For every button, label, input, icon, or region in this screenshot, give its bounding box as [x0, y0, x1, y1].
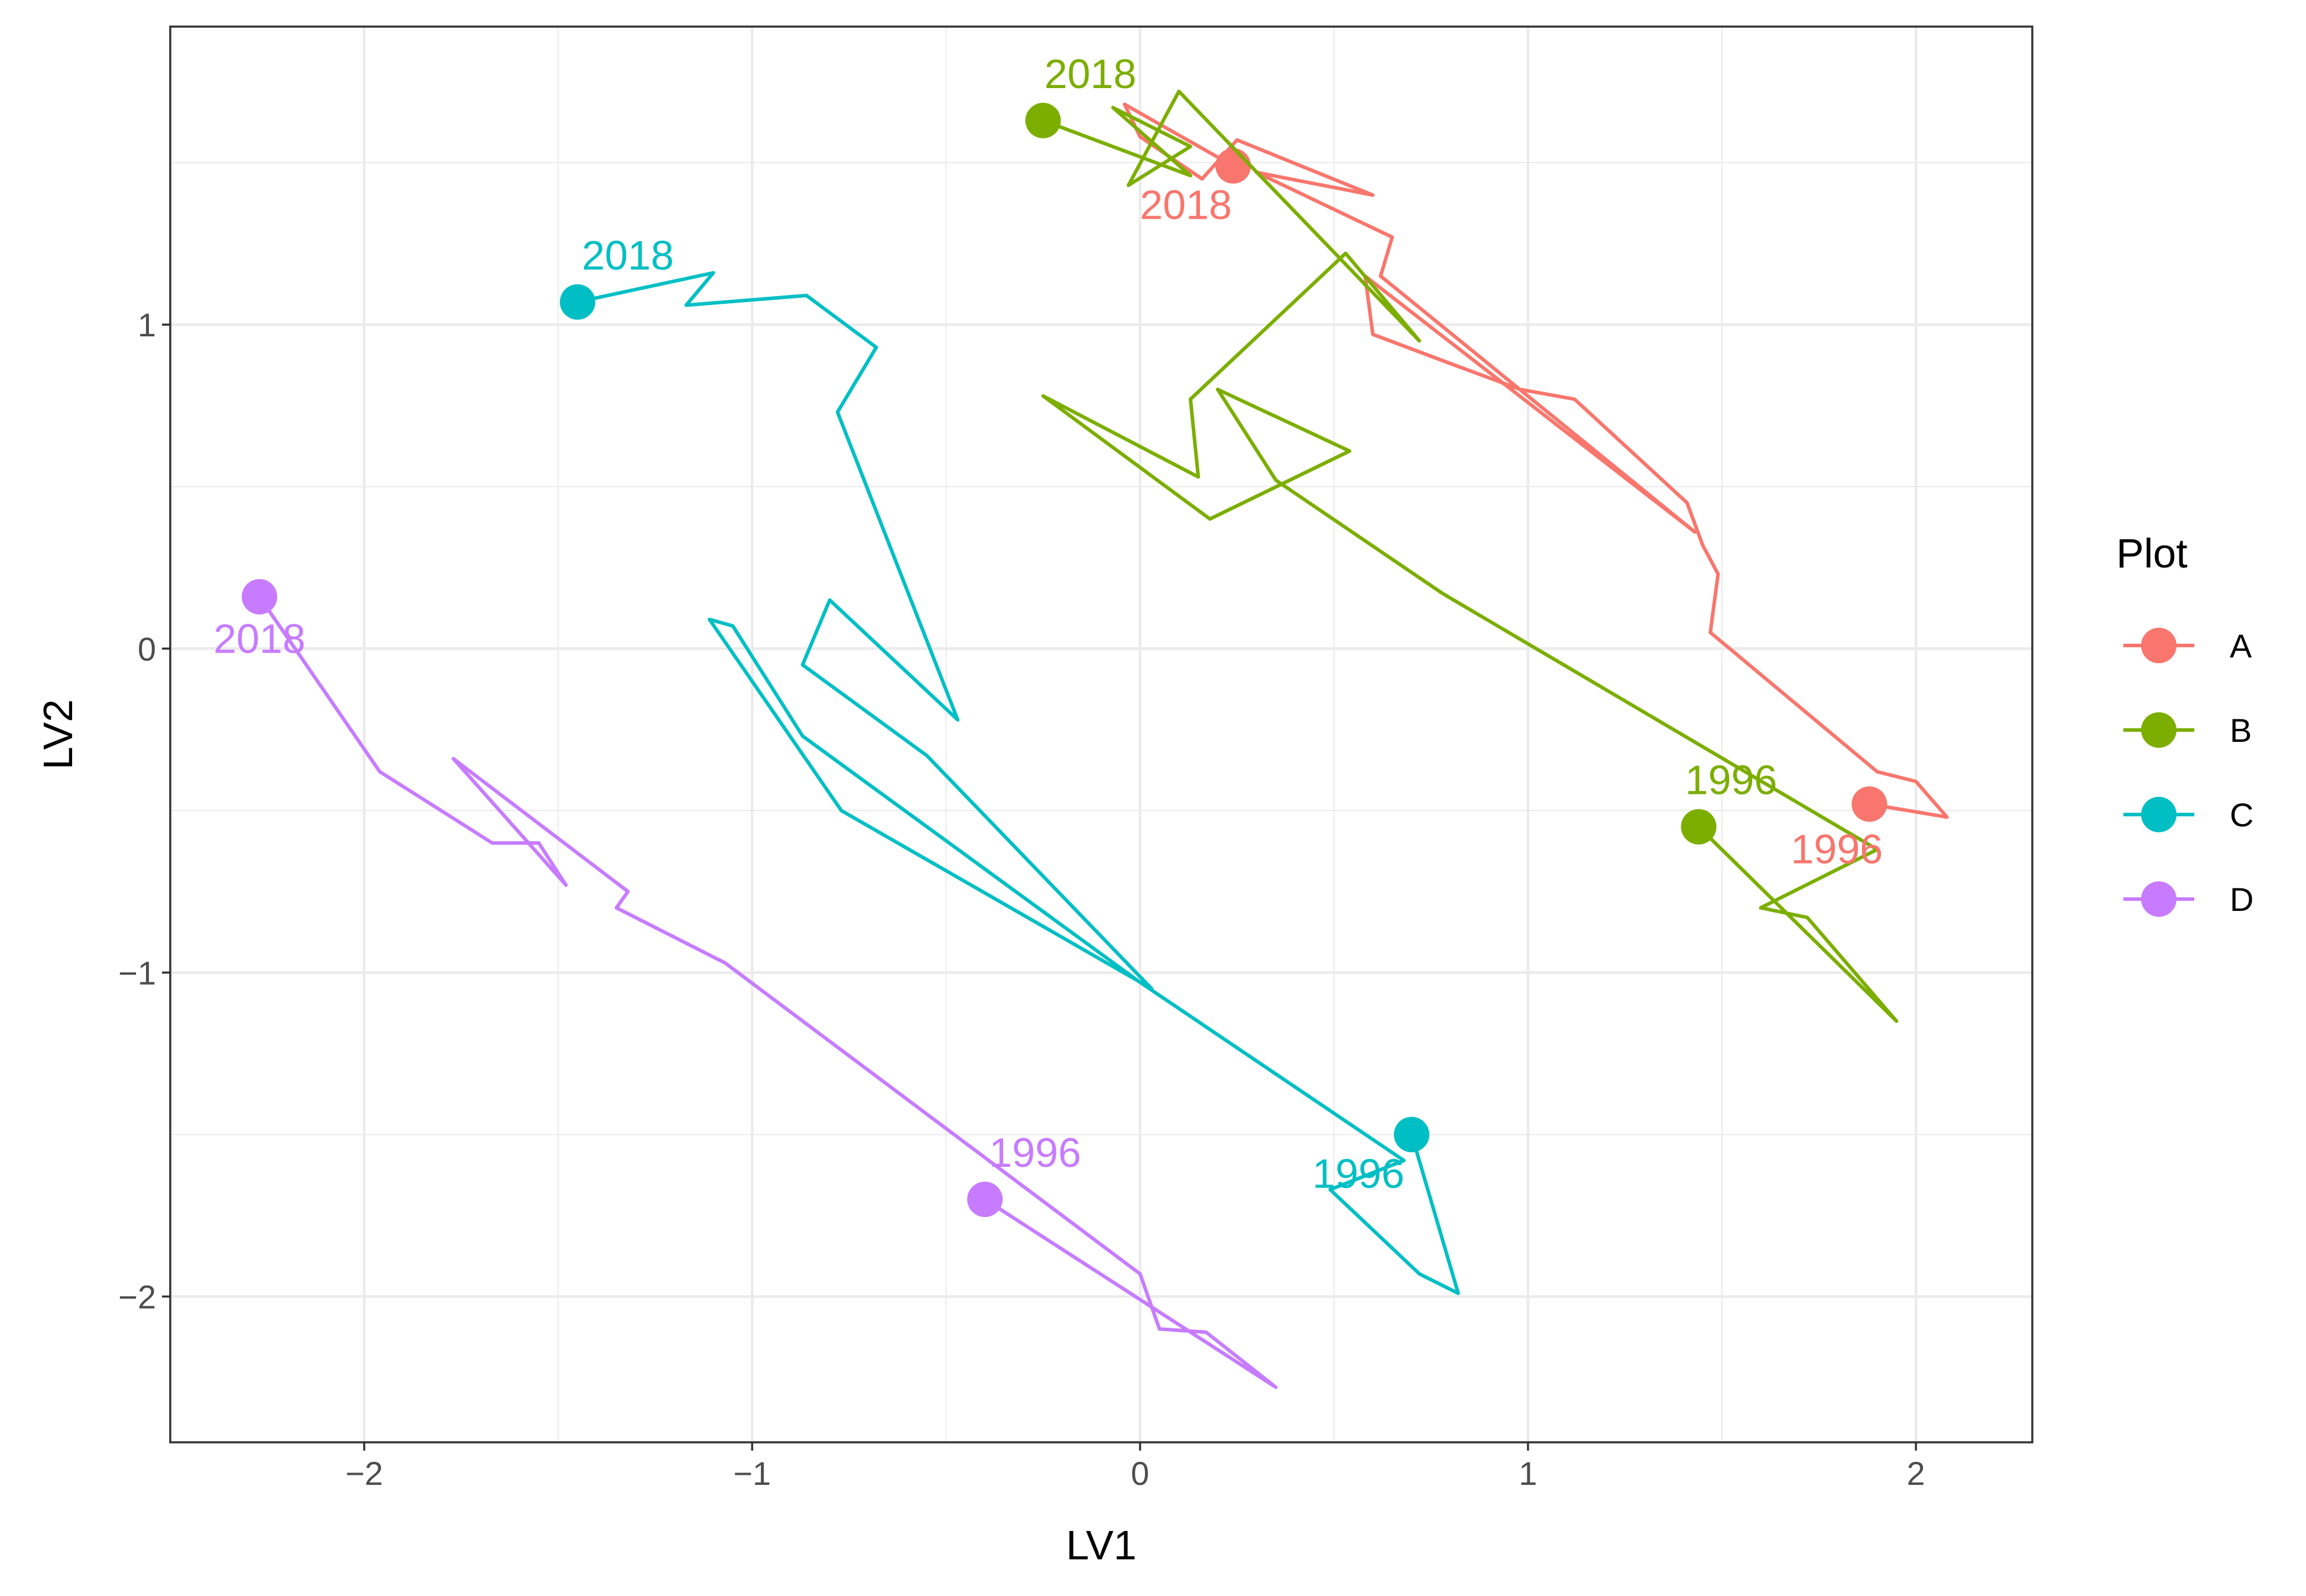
- series-layer: [241, 89, 1949, 1389]
- legend-label-B: B: [2230, 712, 2252, 749]
- y-tick-label: 1: [138, 306, 156, 343]
- year-label-end-A: 2018: [1140, 182, 1232, 228]
- year-label-end-B: 2018: [1045, 51, 1137, 97]
- x-tick-label: 1: [1519, 1455, 1537, 1492]
- series-point-end-A: [1215, 148, 1251, 184]
- series-point-end-D: [241, 579, 277, 615]
- y-tick-label: −1: [118, 954, 156, 991]
- series-point-start-D: [967, 1181, 1003, 1217]
- series-line-B: [1041, 89, 1899, 1023]
- series-line-D: [258, 595, 1278, 1389]
- series-point-start-A: [1851, 786, 1887, 822]
- series-point-start-B: [1681, 809, 1717, 845]
- x-tick-label: −1: [733, 1455, 771, 1492]
- year-label-start-B: 1996: [1685, 757, 1778, 803]
- x-tick-label: 2: [1907, 1455, 1925, 1492]
- x-tick-label: −2: [345, 1455, 383, 1492]
- legend-key-point-C: [2141, 797, 2177, 832]
- legend-key-point-D: [2141, 881, 2177, 917]
- legend: Plot A B C D: [2116, 530, 2253, 918]
- legend-label-C: C: [2230, 796, 2253, 833]
- grid-major: [170, 27, 2032, 1442]
- legend-label-A: A: [2230, 627, 2252, 664]
- legend-key-point-A: [2141, 628, 2177, 663]
- y-axis-title: LV2: [35, 699, 81, 770]
- year-label-start-D: 1996: [989, 1130, 1081, 1176]
- plot-panel-border: [169, 25, 2033, 1443]
- x-axis-title: LV1: [1066, 1522, 1136, 1568]
- year-label-start-A: 1996: [1791, 826, 1883, 872]
- year-label-end-D: 2018: [213, 616, 306, 662]
- legend-key-point-B: [2141, 712, 2177, 748]
- axis-ticks: −2 −1 0 1 2 −2 −1 0 1: [118, 306, 1925, 1492]
- plot-panel: [170, 27, 2032, 1442]
- series-point-start-C: [1394, 1117, 1429, 1153]
- y-tick-label: −2: [118, 1278, 156, 1315]
- series-point-end-C: [560, 284, 596, 320]
- legend-title: Plot: [2116, 530, 2188, 576]
- y-tick-label: 0: [138, 630, 156, 667]
- x-tick-label: 0: [1131, 1455, 1149, 1492]
- series-point-end-B: [1025, 102, 1061, 138]
- legend-label-D: D: [2230, 881, 2253, 918]
- year-label-end-C: 2018: [582, 232, 674, 278]
- point-label-layer: 1996 2018 1996 2018 1996 2018 1996 2018: [213, 51, 1883, 1196]
- series-line-C: [577, 271, 1460, 1295]
- year-label-start-C: 1996: [1312, 1150, 1405, 1196]
